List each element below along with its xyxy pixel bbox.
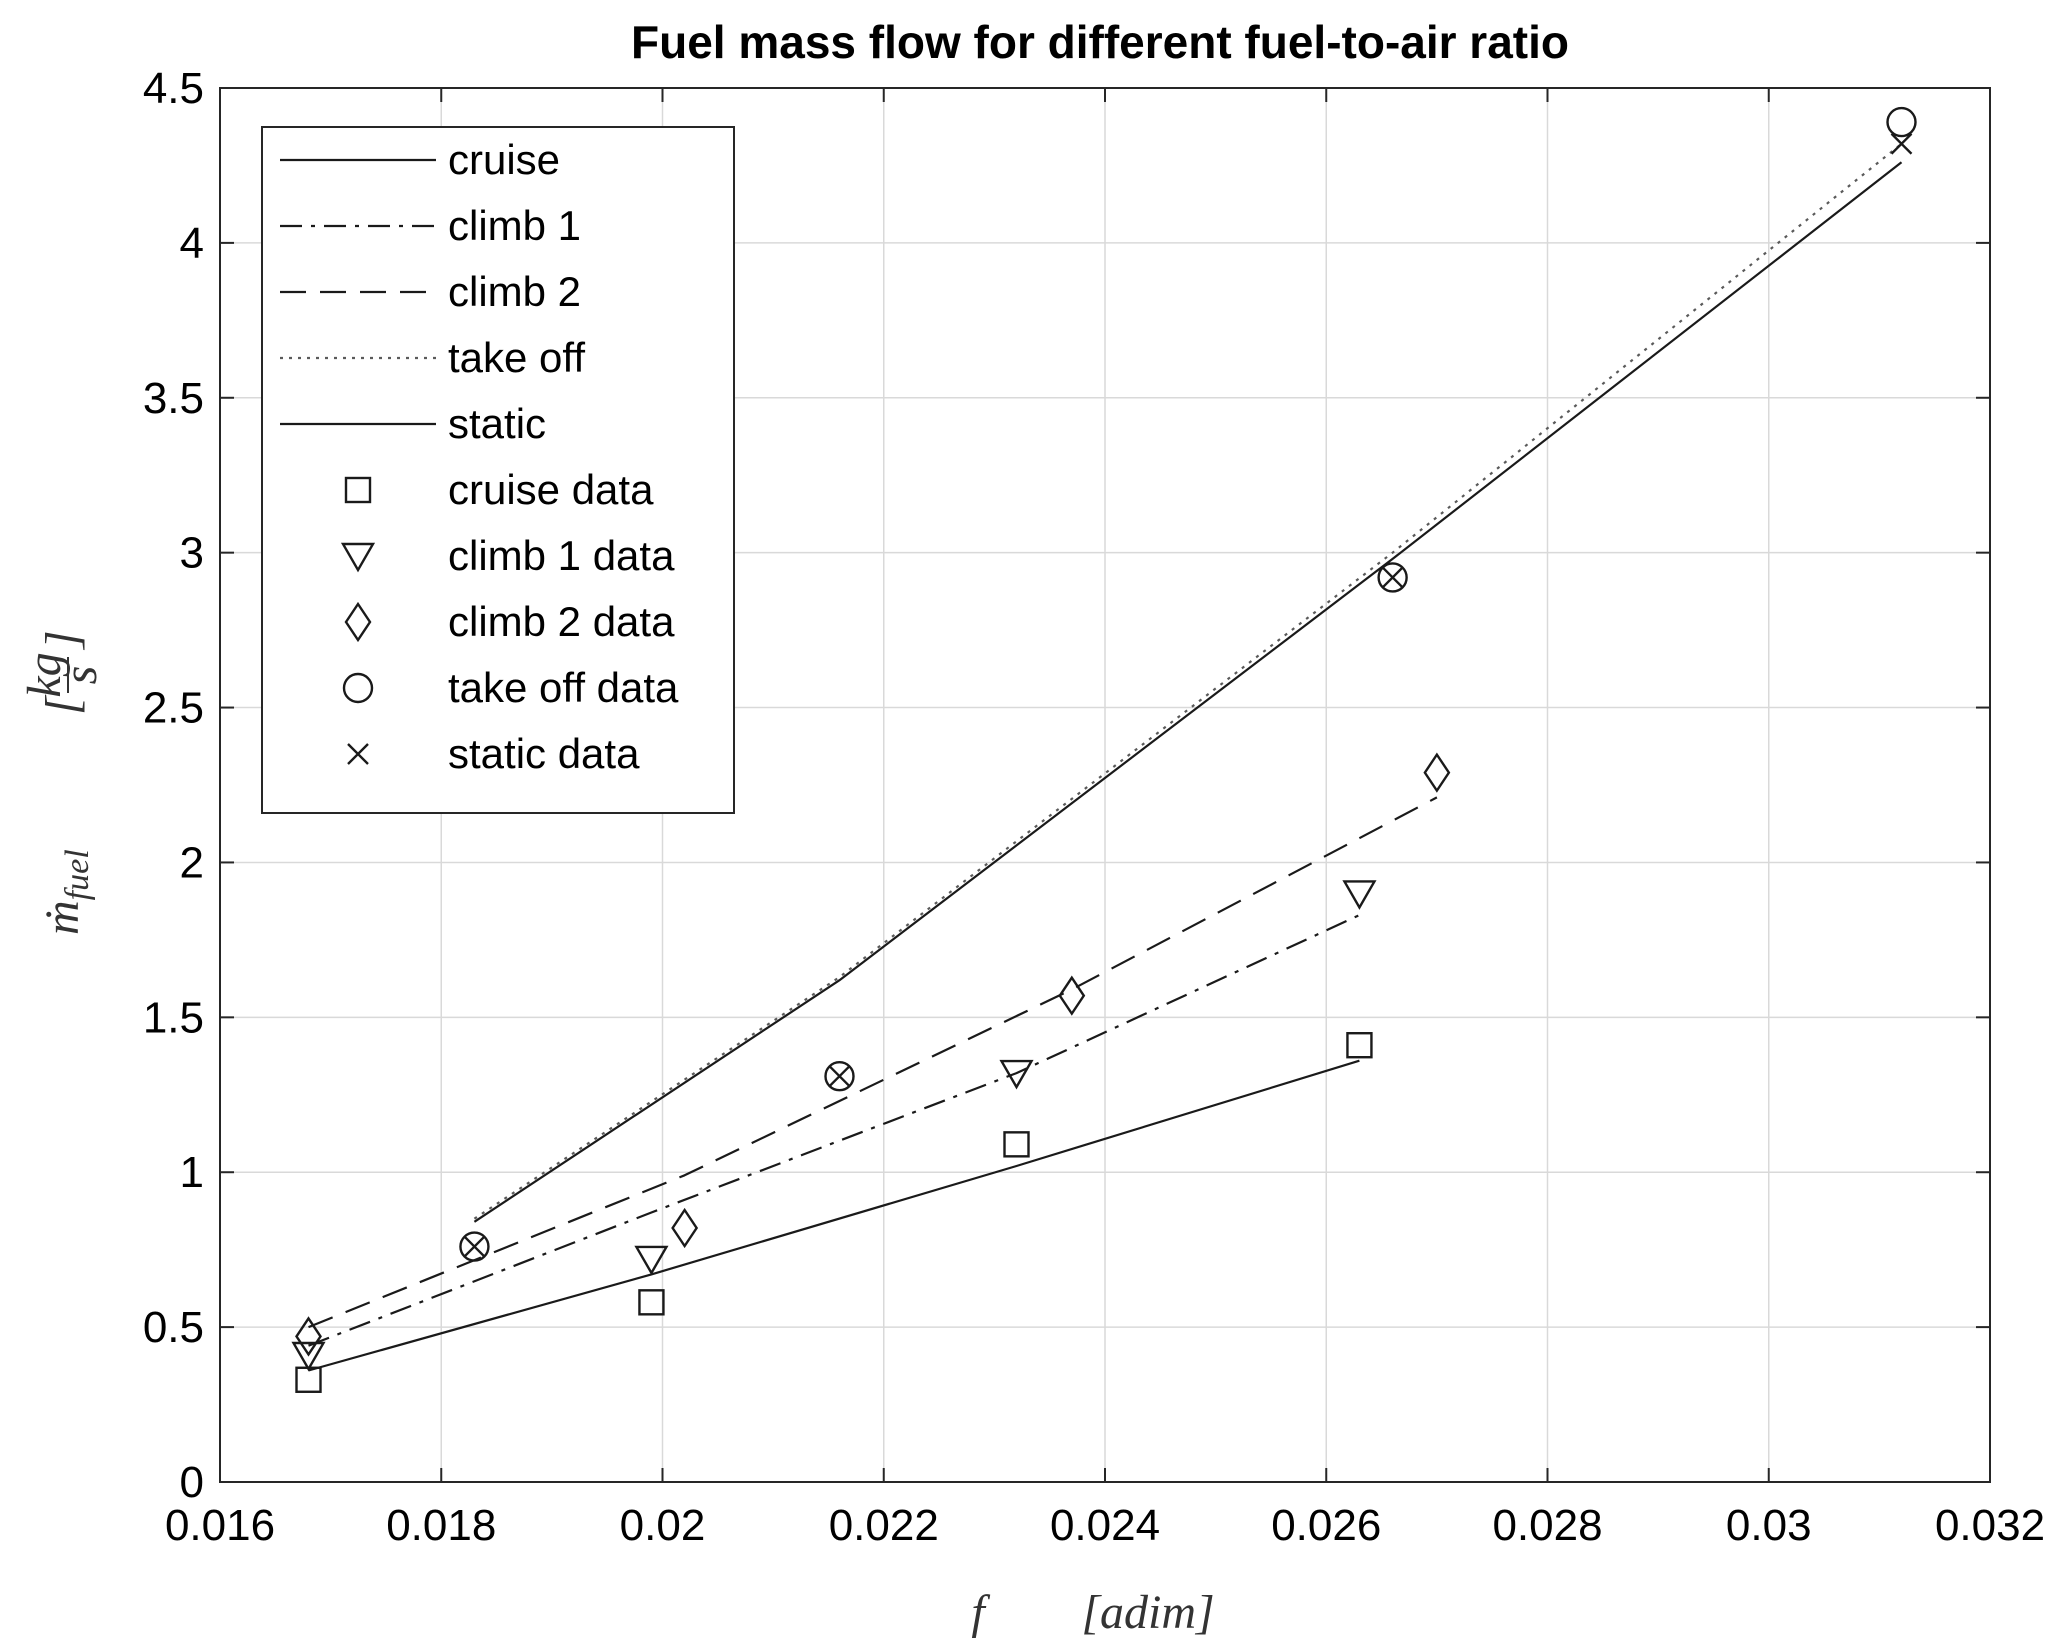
data-point-climb-1-data	[1342, 880, 1377, 910]
x-axis-label: f [adim]	[971, 1586, 1214, 1639]
y-tick-label: 0	[180, 1458, 204, 1507]
legend-label-climb-2-data: climb 2 data	[448, 598, 675, 645]
data-point-take-off-data	[459, 1231, 490, 1262]
data-point-climb-2-data	[1058, 975, 1086, 1016]
legend-marker-climb-1-data	[340, 542, 376, 573]
data-point-climb-2-data	[671, 1207, 699, 1249]
data-point-climb-2-data	[295, 1316, 322, 1357]
y-tick-label: 4	[180, 219, 204, 268]
y-tick-label: 0.5	[143, 1303, 204, 1352]
series-line-climb-1	[308, 914, 1360, 1347]
y-tick-label: 3	[180, 529, 204, 578]
legend-label-cruise: cruise	[448, 136, 560, 183]
series-line-take-off	[473, 142, 1903, 1220]
y-axis-label-bracket-close: ]	[36, 630, 89, 651]
data-point-static-data	[1890, 132, 1913, 155]
data-point-climb-2-data	[1423, 752, 1451, 793]
legend-label-static: static	[448, 400, 546, 447]
data-point-climb-1-data	[634, 1245, 669, 1276]
legend-label-cruise-data: cruise data	[448, 466, 654, 513]
legend-marker-cruise-data	[344, 476, 372, 504]
data-point-climb-1-data	[999, 1059, 1034, 1090]
y-tick-label: 3.5	[143, 374, 204, 423]
legend-label-climb-1: climb 1	[448, 202, 581, 249]
x-tick-label: 0.018	[386, 1501, 496, 1550]
x-axis-label-symbol: f	[971, 1586, 990, 1639]
x-tick-label: 0.022	[829, 1501, 939, 1550]
data-point-cruise-data	[1003, 1131, 1030, 1158]
legend-label-climb-1-data: climb 1 data	[448, 532, 675, 579]
y-tick-label: 2.5	[143, 684, 204, 733]
x-tick-label: 0.016	[165, 1501, 275, 1550]
x-tick-label: 0.028	[1492, 1501, 1602, 1550]
y-axis-label: ṁfuel [ kg s ]	[18, 630, 107, 935]
plot-markers	[291, 106, 1917, 1393]
data-point-take-off-data	[1377, 562, 1408, 593]
x-axis-ticks: 0.016 0.018 0.02 0.022 0.024 0.026 0.028 0.03 0.…	[165, 88, 2045, 1550]
plot-series	[308, 142, 1903, 1372]
legend-label-static-data: static data	[448, 730, 640, 777]
y-tick-label: 1	[180, 1148, 204, 1197]
y-axis-label-symbol: ṁ	[36, 900, 89, 935]
y-axis-label-bracket-open: [	[36, 694, 89, 715]
legend-box	[261, 126, 735, 814]
y-axis-ticks: 0 0.5 1 1.5 2 2.5 3 3.5 4 4.5	[143, 64, 1990, 1507]
legend-marker-take-off-data	[342, 672, 374, 704]
data-point-cruise-data	[638, 1289, 665, 1316]
x-tick-label: 0.032	[1935, 1501, 2045, 1550]
legend-marker-static-data	[347, 743, 369, 765]
legend-label-climb-2: climb 2	[448, 268, 581, 315]
y-tick-label: 1.5	[143, 993, 204, 1042]
grid	[219, 87, 1991, 1483]
y-axis-label-subscript: fuel	[59, 849, 96, 900]
legend-label-take-off-data: take off data	[448, 664, 679, 711]
data-point-static-data	[1381, 566, 1404, 589]
x-tick-label: 0.03	[1726, 1501, 1812, 1550]
data-point-take-off-data	[1886, 106, 1917, 138]
x-axis-label-unit: [adim]	[1081, 1586, 1214, 1639]
svg-text:ṁfuel: ṁfuel	[36, 849, 96, 935]
x-tick-label: 0.02	[620, 1501, 706, 1550]
series-line-cruise	[308, 1059, 1360, 1372]
data-point-cruise-data	[1346, 1032, 1373, 1059]
y-axis-label-unit-den: s	[54, 666, 107, 685]
data-point-climb-1-data	[291, 1341, 326, 1372]
y-tick-label: 2	[180, 838, 204, 887]
y-tick-label: 4.5	[143, 64, 204, 113]
legend-marker-climb-2-data	[344, 601, 372, 643]
series-line-static	[473, 161, 1903, 1223]
y-axis-label-unit-num: kg	[18, 652, 71, 697]
x-tick-label: 0.024	[1050, 1501, 1160, 1550]
data-point-take-off-data	[824, 1060, 855, 1092]
legend: cruise climb 1 climb 2 take off static cruise…	[261, 126, 735, 814]
x-tick-label: 0.026	[1271, 1501, 1381, 1550]
data-point-static-data	[463, 1235, 486, 1258]
series-line-climb-2	[308, 796, 1438, 1329]
chart-title: Fuel mass flow for different fuel-to-air…	[631, 16, 1569, 68]
legend-label-take-off: take off	[448, 334, 585, 381]
data-point-static-data	[828, 1065, 851, 1088]
